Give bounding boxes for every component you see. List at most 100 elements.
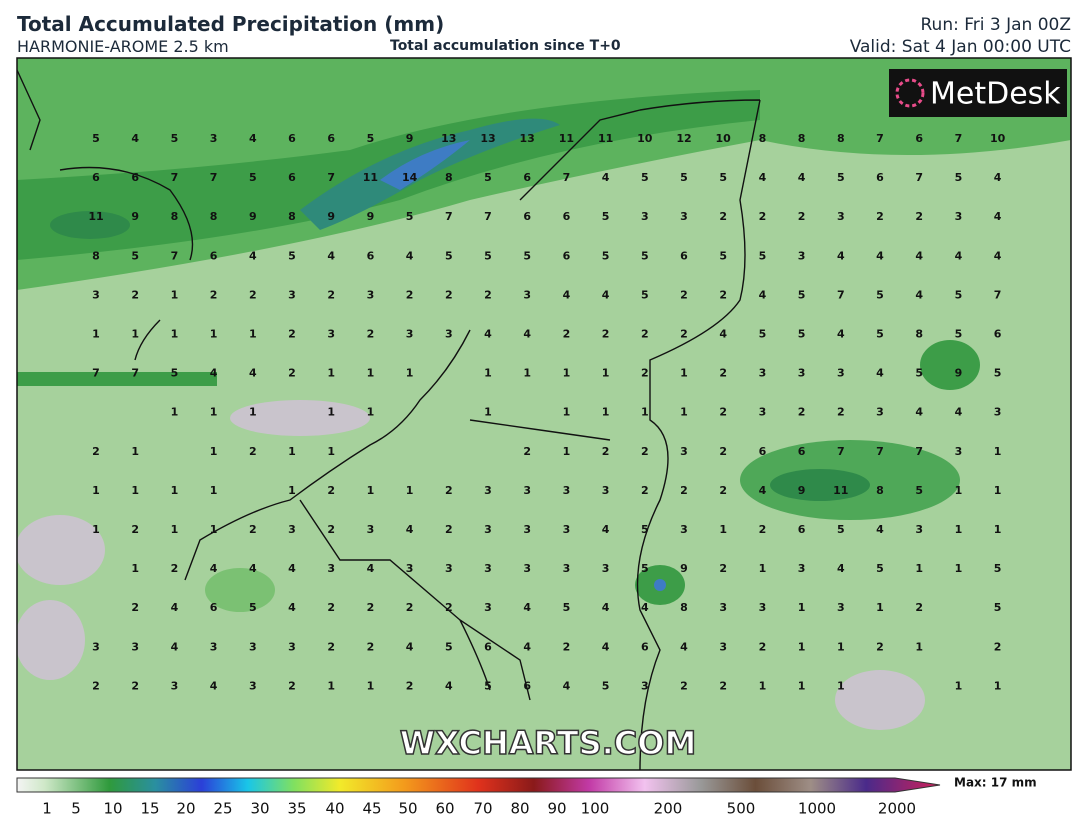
colorbar-tick-label: 45 — [362, 800, 381, 818]
grid-value: 2 — [131, 523, 139, 536]
grid-value: 6 — [915, 132, 923, 145]
grid-value: 5 — [641, 562, 649, 575]
grid-value: 2 — [719, 367, 727, 380]
grid-value: 1 — [602, 406, 610, 419]
grid-value: 5 — [445, 249, 453, 262]
grid-value: 6 — [327, 132, 335, 145]
grid-value: 4 — [915, 249, 923, 262]
grid-value: 3 — [327, 562, 335, 575]
grid-value: 3 — [288, 523, 296, 536]
valid-time: Valid: Sat 4 Jan 00:00 UTC — [849, 37, 1071, 57]
grid-value: 3 — [798, 367, 806, 380]
grid-value: 4 — [602, 523, 610, 536]
colorbar-tick-label: 90 — [547, 800, 566, 818]
grid-value: 6 — [92, 171, 100, 184]
grid-value: 1 — [641, 406, 649, 419]
grid-value: 4 — [994, 171, 1002, 184]
colorbar-tick-label: 5 — [71, 800, 81, 818]
grid-value: 3 — [288, 288, 296, 301]
grid-value: 4 — [210, 367, 218, 380]
grid-value: 8 — [92, 249, 100, 262]
grid-value: 1 — [210, 523, 218, 536]
grid-value: 4 — [249, 132, 257, 145]
grid-value: 4 — [249, 367, 257, 380]
grid-value: 7 — [994, 288, 1002, 301]
grid-value: 1 — [171, 328, 179, 341]
grid-value: 6 — [876, 171, 884, 184]
grid-value: 2 — [445, 601, 453, 614]
grid-value: 1 — [210, 445, 218, 458]
grid-value: 4 — [602, 601, 610, 614]
grid-value: 7 — [131, 367, 139, 380]
grid-value: 4 — [406, 523, 414, 536]
grid-value: 3 — [484, 523, 492, 536]
grid-value: 2 — [602, 328, 610, 341]
grid-value: 1 — [876, 601, 884, 614]
grid-value: 10 — [716, 132, 732, 145]
grid-value: 3 — [523, 562, 531, 575]
grid-value: 9 — [327, 210, 335, 223]
grid-value: 4 — [759, 484, 767, 497]
grid-value: 3 — [484, 484, 492, 497]
grid-value: 4 — [288, 601, 296, 614]
grid-value: 5 — [759, 328, 767, 341]
colorbar-tick-label: 2000 — [878, 800, 916, 818]
grid-value: 6 — [759, 445, 767, 458]
grid-value: 4 — [523, 328, 531, 341]
grid-value: 7 — [876, 445, 884, 458]
grid-value: 5 — [915, 484, 923, 497]
grid-value: 3 — [798, 562, 806, 575]
grid-value: 5 — [876, 562, 884, 575]
grid-value: 5 — [837, 523, 845, 536]
grid-value: 1 — [484, 367, 492, 380]
grid-value: 3 — [798, 249, 806, 262]
grid-value: 2 — [876, 640, 884, 653]
grid-value: 3 — [759, 406, 767, 419]
grid-value: 2 — [249, 445, 257, 458]
grid-value: 3 — [249, 679, 257, 692]
grid-value: 5 — [131, 249, 139, 262]
grid-value: 5 — [876, 288, 884, 301]
grid-value: 1 — [367, 679, 375, 692]
grid-value: 2 — [719, 406, 727, 419]
grid-value: 3 — [680, 210, 688, 223]
grid-value: 5 — [719, 171, 727, 184]
grid-value: 2 — [641, 445, 649, 458]
grid-value: 11 — [598, 132, 613, 145]
grid-value: 8 — [837, 132, 845, 145]
grid-value: 3 — [523, 523, 531, 536]
grid-value: 2 — [92, 679, 100, 692]
grid-value: 3 — [641, 679, 649, 692]
grid-value: 4 — [563, 679, 571, 692]
grid-value: 3 — [367, 288, 375, 301]
grid-value: 1 — [171, 484, 179, 497]
grid-value: 2 — [249, 523, 257, 536]
grid-value: 2 — [915, 210, 923, 223]
grid-value: 3 — [563, 484, 571, 497]
grid-value: 1 — [484, 406, 492, 419]
colorbar-tick-label: 20 — [176, 800, 195, 818]
grid-value: 8 — [759, 132, 767, 145]
grid-value: 6 — [288, 171, 296, 184]
grid-value: 1 — [994, 679, 1002, 692]
grid-value: 5 — [915, 367, 923, 380]
grid-value: 1 — [994, 445, 1002, 458]
grid-value: 3 — [602, 484, 610, 497]
grid-value: 3 — [445, 562, 453, 575]
grid-value: 5 — [994, 367, 1002, 380]
grid-value: 13 — [480, 132, 495, 145]
grid-value: 6 — [523, 210, 531, 223]
grid-value: 2 — [131, 601, 139, 614]
grid-value: 5 — [955, 171, 963, 184]
grid-value: 1 — [92, 523, 100, 536]
colorbar-tick-label: 50 — [398, 800, 417, 818]
grid-value: 5 — [641, 171, 649, 184]
grid-value: 4 — [994, 210, 1002, 223]
grid-value: 3 — [837, 367, 845, 380]
grid-value: 3 — [367, 523, 375, 536]
grid-value: 10 — [637, 132, 653, 145]
grid-value: 2 — [131, 679, 139, 692]
grid-value: 4 — [641, 601, 649, 614]
